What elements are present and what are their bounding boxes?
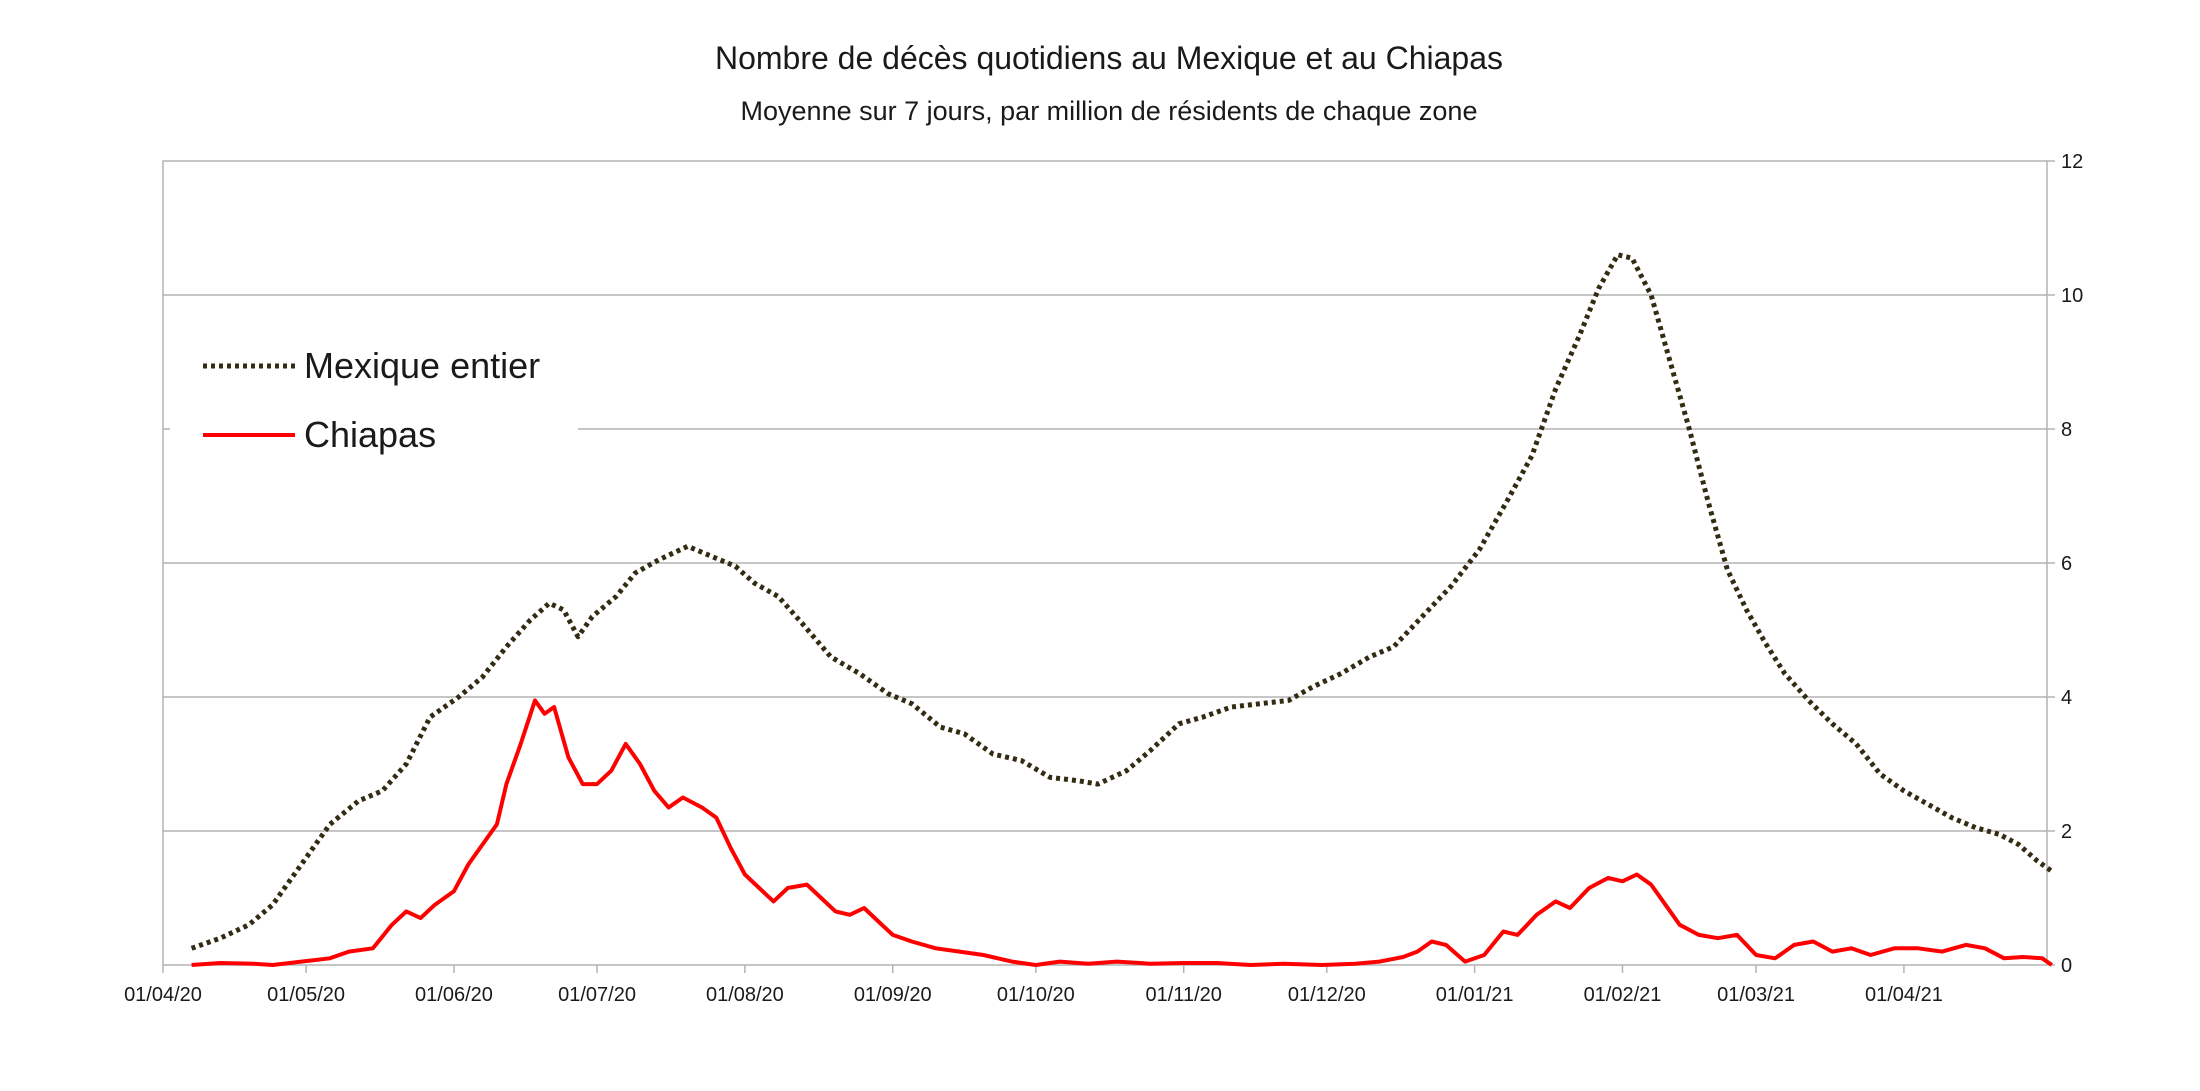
x-tick-label: 01/11/20 bbox=[1146, 984, 1222, 1006]
axis-layer: 0 2 4 6 8 10 12 01/04/20 01/05/20 01/06/20 01/07/2… bbox=[124, 151, 2083, 1006]
y-tick-label: 2 bbox=[2061, 821, 2072, 843]
series-line-chiapas bbox=[191, 698, 2053, 967]
x-tick-label: 01/12/20 bbox=[1288, 984, 1366, 1006]
series-layer bbox=[190, 252, 2054, 967]
x-tick-label: 01/05/20 bbox=[267, 984, 345, 1006]
legend-label: Chiapas bbox=[304, 414, 436, 455]
series-line-mexique bbox=[190, 252, 2054, 951]
y-tick-label: 4 bbox=[2061, 687, 2072, 709]
x-tick-label: 01/07/20 bbox=[558, 984, 636, 1006]
y-tick-label: 6 bbox=[2061, 553, 2072, 575]
x-tick-label: 01/04/20 bbox=[124, 984, 202, 1006]
x-tick-label: 01/08/20 bbox=[706, 984, 784, 1006]
legend: Mexique entier Chiapas bbox=[170, 296, 578, 464]
x-tick-label: 01/02/21 bbox=[1584, 984, 1662, 1006]
y-tick-label: 0 bbox=[2061, 955, 2072, 977]
x-tick-label: 01/06/20 bbox=[415, 984, 493, 1006]
legend-label: Mexique entier bbox=[304, 345, 540, 386]
x-tick-label: 01/01/21 bbox=[1436, 984, 1514, 1006]
x-tick-label: 01/03/21 bbox=[1717, 984, 1795, 1006]
x-tick-label: 01/09/20 bbox=[854, 984, 932, 1006]
chart-subtitle: Moyenne sur 7 jours, par million de rési… bbox=[740, 96, 1478, 126]
y-tick-label: 8 bbox=[2061, 419, 2072, 441]
x-tick-label: 01/10/20 bbox=[997, 984, 1075, 1006]
x-tick-label: 01/04/21 bbox=[1865, 984, 1943, 1006]
chart-title: Nombre de décès quotidiens au Mexique et… bbox=[714, 40, 1504, 76]
y-tick-label: 10 bbox=[2061, 285, 2083, 307]
y-tick-label: 12 bbox=[2061, 151, 2083, 173]
